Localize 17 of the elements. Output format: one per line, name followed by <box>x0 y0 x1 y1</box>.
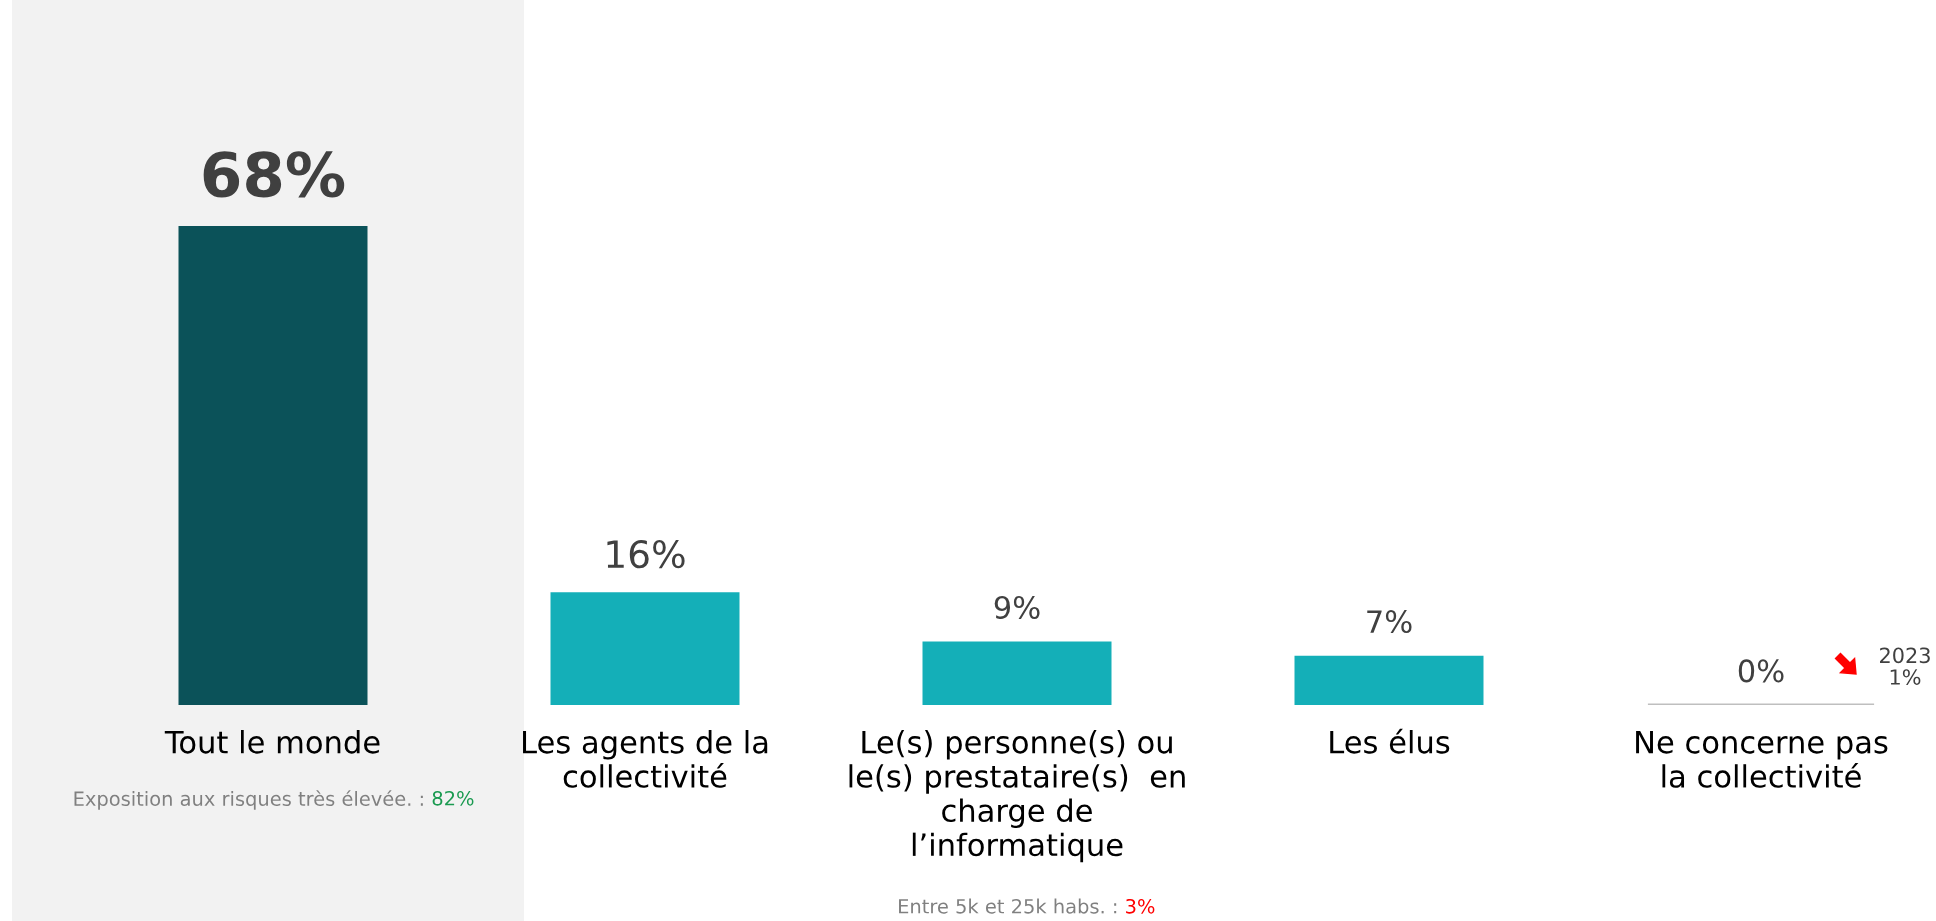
bar <box>922 641 1112 705</box>
bar <box>1294 655 1484 705</box>
bar <box>550 592 740 705</box>
data-label: 68% <box>203 151 345 198</box>
data-label: 7% <box>1367 609 1412 634</box>
data-label: 0% <box>1738 659 1784 683</box>
text: Entre 5k et 25k habs. : 3% <box>899 898 1155 914</box>
x-tick-label: Tout le monde <box>164 730 380 754</box>
annotation: 2023 1% <box>1880 647 1930 685</box>
x-tick-label: Ne concerne pas la collectivité <box>1636 730 1888 788</box>
data-label: 9% <box>994 595 1040 620</box>
x-tick-label: Le(s) personne(s) ou le(s) prestataire(s) en charge de l’informatique <box>849 730 1185 863</box>
bar <box>178 226 368 705</box>
x-tick-label: Les élus <box>1330 728 1450 754</box>
x-tick-label: Les agents de la collectivité <box>523 730 768 788</box>
data-label: 16% <box>607 540 685 569</box>
text: Exposition aux risques très élevée. : 82% <box>74 790 474 810</box>
